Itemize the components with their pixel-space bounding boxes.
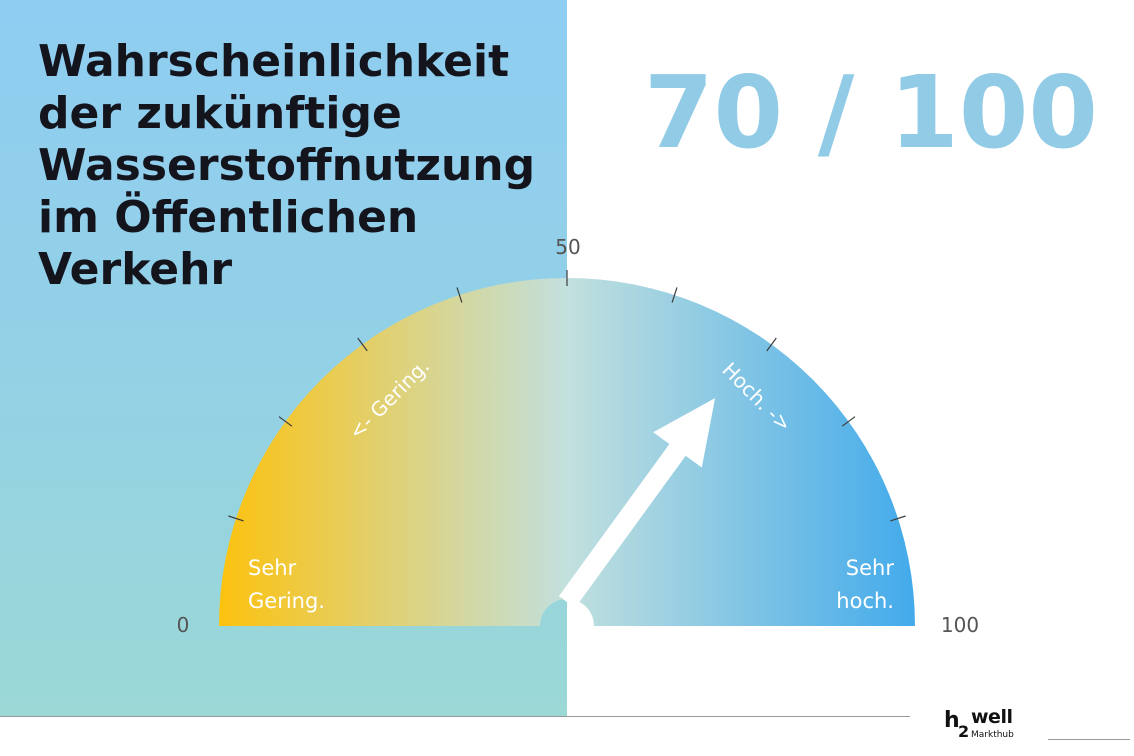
gauge-tick — [357, 337, 368, 352]
gauge-tick — [228, 515, 244, 522]
page-title: Wahrscheinlichkeit der zukünftige Wasser… — [38, 36, 558, 296]
logo-two: 2 — [958, 722, 970, 741]
gauge-max-label: 100 — [941, 613, 979, 637]
score-readout: 70 / 100 — [643, 54, 1098, 171]
footer-divider-right — [1048, 739, 1130, 740]
title-line-2: der zukünftige — [38, 88, 402, 139]
title-line-5: Verkehr — [38, 244, 233, 295]
gauge-arc — [219, 278, 915, 626]
gauge-tick — [278, 416, 293, 427]
gauge-mid-label: 50 — [555, 235, 580, 259]
footer-divider — [0, 716, 910, 717]
gauge-low-label-line-2: Gering. — [248, 589, 325, 613]
gauge-needle — [558, 398, 716, 608]
gauge-ticks — [228, 270, 906, 522]
gauge-high-label-line-1: Sehr — [846, 556, 895, 580]
title-line-1: Wahrscheinlichkeit — [38, 36, 510, 87]
gauge-needle-arrowhead — [653, 398, 716, 468]
gauge-tick — [456, 287, 463, 303]
gauge-tick — [671, 287, 678, 303]
gauge-tick — [890, 515, 906, 522]
gauge-min-label: 0 — [177, 613, 190, 637]
h2well-logo: h 2 well Markthub — [944, 706, 1034, 750]
gauge-tick — [841, 416, 856, 427]
gauge-high-label-line-2: hoch. — [836, 589, 894, 613]
logo-markthub: Markthub — [971, 730, 1014, 740]
gauge-tick — [766, 337, 777, 352]
logo-well: well — [971, 706, 1013, 728]
title-line-4: im Öffentlichen — [38, 192, 419, 243]
gauge-low-label-line-1: Sehr — [248, 556, 297, 580]
gauge-needle-shaft — [558, 442, 687, 608]
title-line-3: Wasserstoffnutzung — [38, 140, 536, 191]
logo-h: h — [944, 708, 960, 733]
